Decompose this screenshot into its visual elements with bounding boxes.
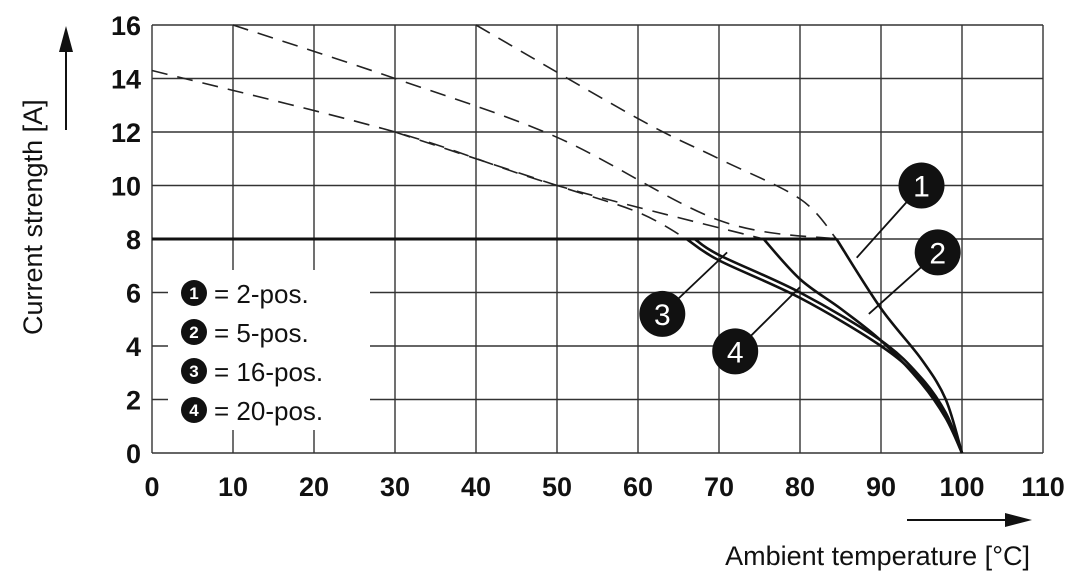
legend-1-text: = 2-pos. bbox=[214, 279, 309, 309]
legend-2-text: = 5-pos. bbox=[214, 318, 309, 348]
y-tick-label: 12 bbox=[111, 118, 141, 148]
x-tick-labels: 0 10 20 30 40 50 60 70 80 90 100 110 bbox=[144, 472, 1064, 502]
y-tick-label: 0 bbox=[126, 439, 141, 469]
legend-4-number: 4 bbox=[189, 401, 199, 420]
callout-1-label: 1 bbox=[913, 171, 930, 204]
legend-1-badge bbox=[181, 280, 207, 306]
x-tick-label: 30 bbox=[380, 472, 410, 502]
x-tick-label: 90 bbox=[866, 472, 896, 502]
y-tick-labels: 0 2 4 6 8 10 12 14 16 bbox=[111, 11, 141, 469]
legend-2-number: 2 bbox=[189, 323, 198, 342]
x-tick-label: 80 bbox=[785, 472, 815, 502]
x-tick-label: 0 bbox=[144, 472, 159, 502]
callout-2-badge bbox=[914, 229, 961, 276]
x-tick-label: 100 bbox=[939, 472, 984, 502]
y-axis-arrow-head bbox=[59, 26, 73, 52]
y-tick-label: 10 bbox=[111, 172, 141, 202]
callout-1-badge bbox=[898, 162, 945, 209]
callout-4-label: 4 bbox=[727, 336, 744, 369]
callouts: 1 2 3 4 bbox=[639, 162, 961, 375]
x-tick-label: 60 bbox=[623, 472, 653, 502]
x-tick-label: 110 bbox=[1021, 472, 1065, 502]
legend-2-badge bbox=[181, 319, 207, 345]
callout-2-label: 2 bbox=[929, 237, 946, 270]
curve-2-dashed bbox=[151, 69, 764, 240]
callout-3-badge bbox=[639, 290, 686, 337]
curves bbox=[151, 24, 964, 454]
x-tick-label: 40 bbox=[461, 472, 491, 502]
curve-3-dashed bbox=[475, 24, 838, 240]
callout-3-label: 3 bbox=[654, 299, 671, 332]
legend: 1 = 2-pos. 2 = 5-pos. 3 = 16-pos. 4 = 20-pos. bbox=[168, 270, 370, 430]
curve-4-dashed bbox=[394, 131, 687, 240]
x-tick-label: 70 bbox=[704, 472, 734, 502]
legend-4-text: = 20-pos. bbox=[214, 396, 323, 426]
callout-4-badge bbox=[712, 328, 759, 375]
y-axis-title: Current strength [A] bbox=[18, 99, 48, 335]
x-axis-label: Ambient temperature [°C] bbox=[725, 541, 1030, 571]
legend-3-text: = 16-pos. bbox=[214, 357, 323, 387]
x-tick-label: 20 bbox=[299, 472, 329, 502]
y-tick-label: 16 bbox=[111, 11, 141, 41]
x-axis-arrow-head bbox=[1005, 513, 1032, 527]
y-axis-label: Current strength [A] bbox=[18, 99, 48, 335]
curve-1-dashed bbox=[232, 24, 837, 240]
curve-1-derating bbox=[835, 238, 964, 454]
legend-3-badge bbox=[181, 358, 207, 384]
x-tick-label: 10 bbox=[218, 472, 248, 502]
legend-1-number: 1 bbox=[189, 284, 198, 303]
y-tick-label: 4 bbox=[126, 332, 141, 362]
x-tick-label: 50 bbox=[542, 472, 572, 502]
y-tick-label: 14 bbox=[111, 65, 141, 95]
curve-3-derating bbox=[693, 237, 964, 454]
y-tick-label: 2 bbox=[126, 386, 141, 416]
legend-3-number: 3 bbox=[189, 362, 198, 381]
y-tick-label: 6 bbox=[126, 279, 141, 309]
legend-4-badge bbox=[181, 397, 207, 423]
y-tick-label: 8 bbox=[126, 225, 141, 255]
